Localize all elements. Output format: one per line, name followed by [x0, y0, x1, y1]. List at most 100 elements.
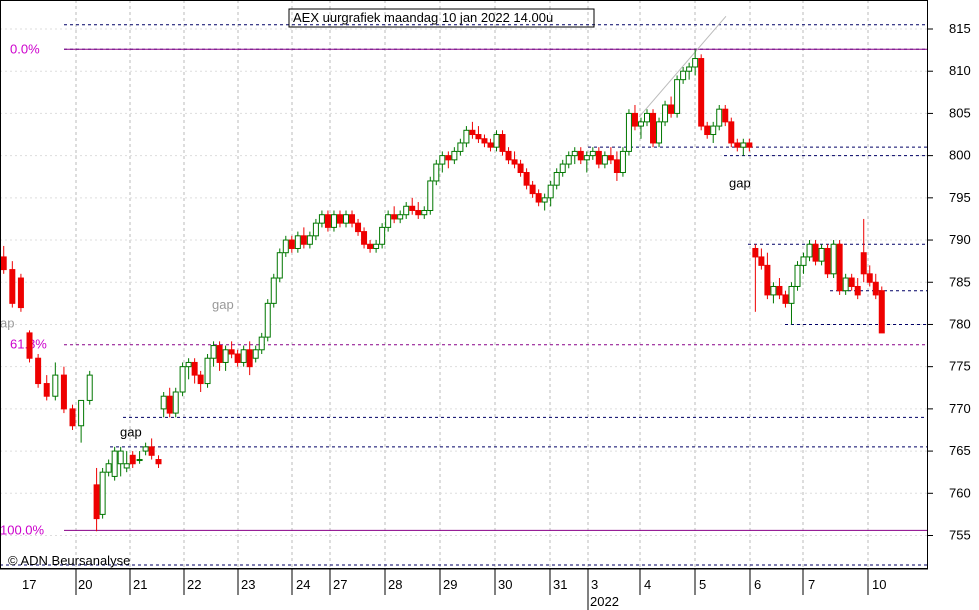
- x-tick-label-14: 6: [754, 577, 761, 592]
- candle-body-28: [197, 374, 204, 385]
- candle-body-105: [662, 104, 669, 123]
- candle-body-76: [487, 142, 494, 148]
- candle-body-32: [222, 349, 229, 363]
- copyright-label: © ADN Beursanalyse: [8, 553, 130, 568]
- candle-body-42: [282, 239, 289, 254]
- candle-body-45: [300, 235, 307, 245]
- candle-body-125: [782, 294, 789, 304]
- x-tick-label-4: 23: [241, 577, 255, 592]
- fib-label-2: 100.0%: [0, 522, 45, 537]
- candle-body-37: [252, 349, 259, 359]
- candle-body-5: [43, 383, 50, 397]
- candle-body-106: [668, 104, 675, 114]
- candle-body-90: [571, 150, 578, 157]
- candle-body-15: [117, 450, 124, 465]
- candle-body-70: [451, 150, 458, 161]
- candle-body-26: [185, 361, 192, 368]
- candle-body-66: [427, 180, 434, 211]
- candle-body-47: [312, 222, 319, 237]
- y-tick-label-4: 775: [949, 359, 971, 374]
- candle-body-78: [499, 134, 506, 152]
- candle-body-46: [306, 235, 313, 245]
- candle-body-108: [680, 70, 687, 81]
- candle-body-102: [644, 112, 650, 123]
- candle-body-48: [318, 214, 325, 224]
- y-tick-label-8: 795: [949, 190, 971, 205]
- candle-body-117: [734, 142, 741, 148]
- candle-body-127: [794, 264, 801, 287]
- labels: gap gap gap ap: [0, 175, 751, 439]
- candle-body-94: [595, 150, 602, 165]
- x-tick-label-3: 22: [187, 577, 201, 592]
- candle-body-96: [607, 155, 614, 161]
- candle-body-95: [601, 155, 608, 165]
- candle-body-126: [788, 285, 795, 304]
- candle-body-122: [764, 264, 771, 296]
- candle-body-99: [625, 112, 632, 152]
- x-tick-label-12: 4: [644, 577, 651, 592]
- candle-body-120: [752, 247, 759, 258]
- candle-body-39: [264, 302, 271, 338]
- candle-body-25: [179, 366, 186, 393]
- candle-body-67: [433, 163, 440, 182]
- y-tick-label-9: 800: [949, 148, 971, 163]
- x-tick-label-10: 31: [553, 577, 567, 592]
- candle-body-21: [155, 459, 162, 465]
- candle-body-89: [565, 155, 572, 165]
- candle-body-92: [583, 155, 590, 161]
- chart-title: AEX uurgrafiek maandag 10 jan 2022 14.00…: [293, 10, 553, 25]
- x-tick-label-13: 5: [699, 577, 706, 592]
- x-tick-label-5: 24: [296, 577, 310, 592]
- candle-body-133: [830, 243, 837, 275]
- candle-body-91: [577, 150, 584, 161]
- y-tick-label-12: 815: [949, 21, 971, 36]
- candle-body-100: [631, 112, 638, 127]
- candle-body-4: [35, 357, 42, 385]
- candle-body-34: [234, 353, 241, 363]
- grid: [0, 0, 928, 569]
- candle-body-132: [824, 247, 831, 275]
- candle-body-141: [878, 290, 885, 334]
- candle-body-103: [650, 112, 657, 144]
- candle-body-138: [860, 252, 867, 275]
- candle-body-13: [105, 463, 112, 473]
- candle-body-8: [69, 408, 76, 427]
- candle-body-16: [123, 463, 130, 469]
- candle-body-112: [704, 125, 711, 136]
- candle-body-7: [60, 374, 67, 410]
- candle-body-38: [258, 336, 265, 351]
- candle-body-0: [0, 256, 7, 271]
- x-tick-label-8: 29: [443, 577, 457, 592]
- candle-body-104: [656, 121, 663, 144]
- candle-body-63: [409, 205, 416, 211]
- x-tick-label-6: 27: [333, 577, 347, 592]
- candle-body-12: [99, 471, 106, 515]
- y-tick-label-6: 785: [949, 274, 971, 289]
- candle-body-139: [866, 273, 873, 283]
- candle-body-57: [373, 243, 380, 249]
- candle-body-140: [872, 281, 879, 296]
- year-label: 2022: [590, 594, 619, 609]
- candle-body-88: [559, 163, 566, 174]
- candle-body-113: [710, 125, 717, 136]
- candle-body-82: [523, 172, 530, 186]
- candle-body-81: [517, 163, 524, 174]
- candle-body-52: [343, 214, 349, 224]
- gap-label-2: gap: [729, 175, 751, 190]
- candle-body-1: [9, 269, 16, 304]
- candle-body-71: [457, 142, 464, 152]
- candle-body-137: [854, 285, 861, 296]
- candle-body-44: [294, 235, 301, 249]
- candle-body-97: [613, 159, 620, 174]
- candle-body-20: [148, 446, 155, 456]
- candle-body-80: [511, 159, 518, 165]
- candle-body-43: [288, 239, 295, 249]
- candle-body-55: [361, 231, 368, 245]
- y-axis: 755 760 765 770 775 780 785 790 795 800 805 810 815: [928, 21, 971, 543]
- candle-body-53: [349, 214, 356, 224]
- x-tick-label-11: 3: [591, 577, 598, 592]
- candle-body-54: [355, 222, 362, 233]
- candle-body-86: [547, 184, 554, 199]
- candle-body-72: [463, 129, 470, 144]
